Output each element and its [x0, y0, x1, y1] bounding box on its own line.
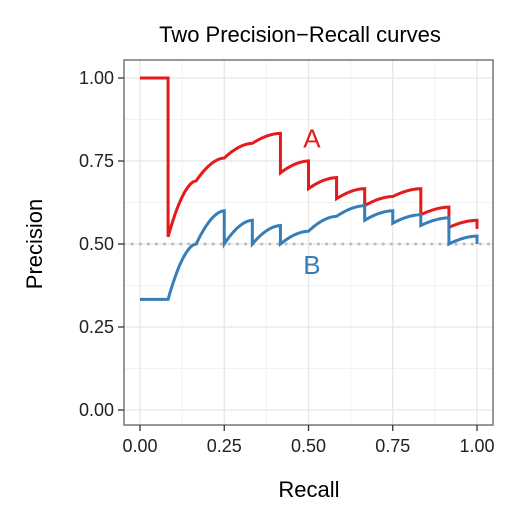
y-axis-title: Precision	[22, 199, 47, 289]
series-layer	[140, 76, 479, 301]
x-tick-label: 0.75	[375, 436, 410, 456]
y-tick-label: 0.00	[79, 400, 114, 420]
grid-lines	[124, 60, 493, 425]
y-tick-label: 0.25	[79, 317, 114, 337]
y-tick-label: 0.50	[79, 234, 114, 254]
series-line-b	[140, 204, 479, 301]
x-axis-title: Recall	[278, 477, 339, 502]
chart-title: Two Precision−Recall curves	[159, 22, 441, 47]
x-tick-label: 0.50	[291, 436, 326, 456]
series-line-a	[140, 76, 479, 238]
annotation-label: B	[303, 250, 320, 280]
axis-ticks: 0.00 0.25 0.50 0.75 1.00 0.00 0.25 0.50 0.75 1.00	[79, 68, 495, 456]
y-tick-label: 0.75	[79, 151, 114, 171]
annotations: AB	[303, 124, 321, 280]
x-tick-label: 1.00	[459, 436, 494, 456]
x-tick-label: 0.25	[207, 436, 242, 456]
x-tick-label: 0.00	[122, 436, 157, 456]
y-tick-label: 1.00	[79, 68, 114, 88]
annotation-label: A	[303, 124, 321, 154]
